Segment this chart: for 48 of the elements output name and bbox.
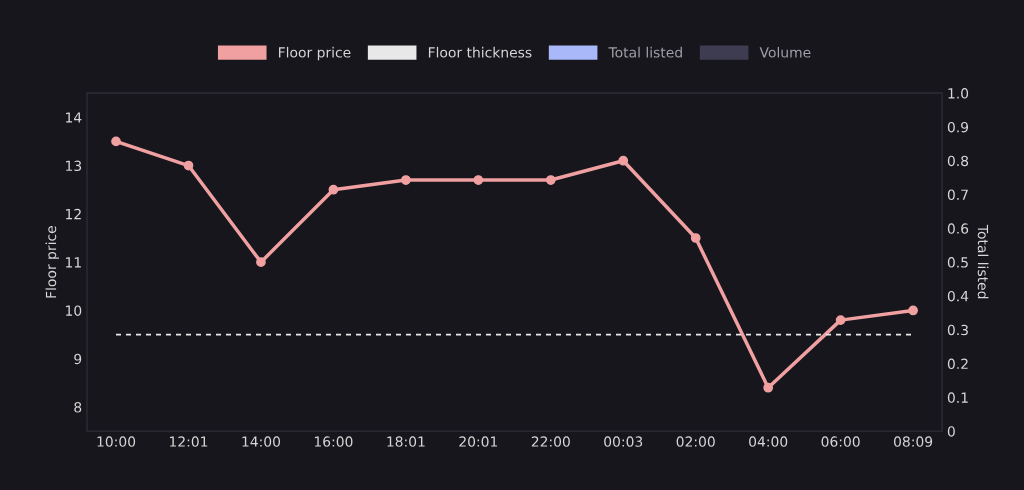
- y2-axis-title: Total listed: [977, 224, 989, 299]
- x-tick-label: 20:01: [459, 436, 498, 447]
- y2-tick-label: 0.7: [947, 189, 968, 200]
- y2-tick-label: 0.2: [947, 358, 968, 370]
- point: [473, 175, 484, 185]
- y-tick-label: 9: [74, 353, 82, 365]
- y2-tick-label: 0.3: [947, 324, 968, 336]
- y-tick-label: 13: [66, 160, 82, 172]
- point: [690, 233, 701, 243]
- point: [328, 184, 339, 195]
- legend-label: Floor thickness: [428, 46, 532, 58]
- point: [835, 315, 846, 325]
- y2-tick-label: 0.6: [947, 223, 969, 234]
- legend-label: Volume: [759, 46, 811, 58]
- y2-tick-label: 0.4: [947, 290, 969, 302]
- y-axis-title: Floor price: [45, 226, 59, 298]
- point: [111, 136, 121, 147]
- x-tick-label: 22:00: [531, 436, 570, 447]
- point: [618, 155, 629, 166]
- point: [401, 175, 411, 185]
- point: [763, 382, 774, 393]
- y-tick-label: 14: [66, 112, 82, 123]
- y-tick-label: 12: [66, 208, 81, 220]
- x-tick-label: 08:09: [894, 436, 933, 447]
- point: [908, 305, 918, 316]
- x-tick-label: 16:00: [314, 436, 353, 447]
- x-tick-label: 06:00: [821, 436, 860, 447]
- x-tick-label: 04:00: [749, 436, 788, 447]
- y2-tick-label: 0: [947, 426, 955, 437]
- point: [256, 257, 266, 268]
- y-tick-label: 11: [66, 257, 81, 268]
- y2-tick-label: 0.5: [947, 257, 968, 268]
- x-tick-label: 18:01: [387, 436, 425, 447]
- y2-tick-label: 0.1: [947, 392, 968, 403]
- legend-label: Floor price: [279, 46, 351, 61]
- legend-label: Total listed: [608, 46, 682, 58]
- x-tick-label: 10:00: [97, 436, 136, 447]
- x-tick-label: 02:00: [676, 436, 715, 447]
- y-tick-label: 10: [66, 305, 82, 316]
- x-tick-label: 00:03: [604, 436, 643, 447]
- y2-tick-label: 0.9: [947, 121, 969, 133]
- y2-tick-label: 0.8: [947, 155, 969, 167]
- point: [183, 160, 194, 171]
- x-tick-label: 14:00: [242, 436, 281, 447]
- y2-tick-label: 1.0: [948, 88, 969, 99]
- point: [545, 175, 556, 185]
- x-tick-label: 12:01: [170, 436, 208, 447]
- y-tick-label: 8: [74, 402, 82, 413]
